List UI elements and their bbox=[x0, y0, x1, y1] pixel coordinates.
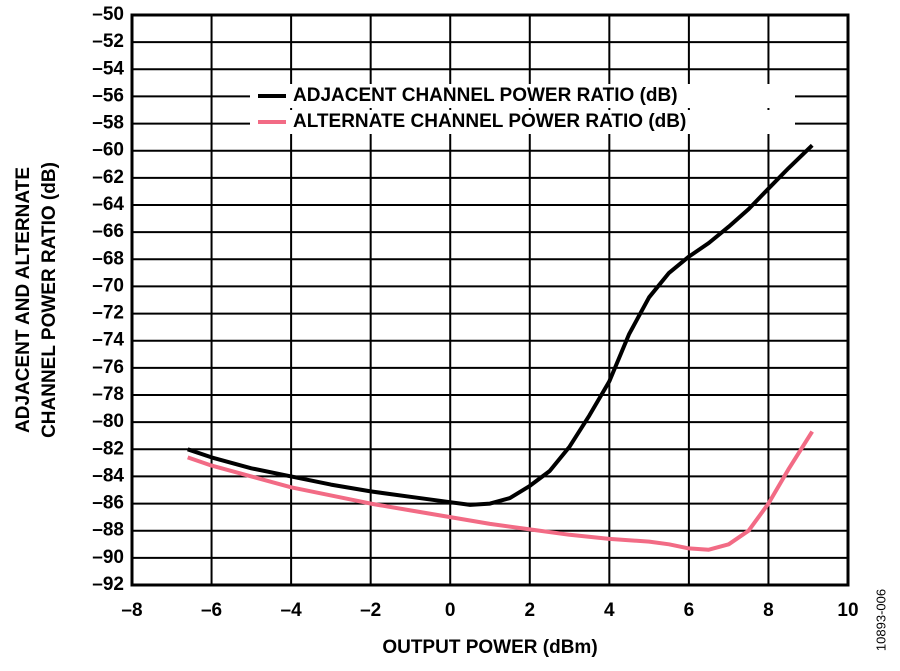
y-tick-label: –68 bbox=[92, 248, 124, 269]
data-line bbox=[187, 143, 814, 507]
legend-background bbox=[250, 110, 795, 134]
x-tick-label: –8 bbox=[121, 600, 142, 621]
y-tick-label: –84 bbox=[92, 465, 124, 486]
figure-note: 10893-006 bbox=[873, 589, 888, 651]
x-axis-label: OUTPUT POWER (dBm) bbox=[382, 637, 597, 658]
y-tick-label: –76 bbox=[92, 357, 124, 378]
y-tick-label: –58 bbox=[92, 113, 124, 134]
y-tick-label: –64 bbox=[92, 194, 124, 215]
y-tick-label: –56 bbox=[92, 85, 124, 106]
y-tick-label: –54 bbox=[92, 58, 124, 79]
y-tick-label: –86 bbox=[92, 493, 124, 514]
plot-frame bbox=[130, 13, 850, 587]
y-tick-label: –82 bbox=[92, 438, 124, 459]
y-axis-label: CHANNEL POWER RATIO (dB) bbox=[39, 162, 60, 438]
y-axis-label: ADJACENT AND ALTERNATE bbox=[13, 167, 34, 433]
y-tick-label: –78 bbox=[92, 384, 124, 405]
x-tick-label: –2 bbox=[360, 600, 381, 621]
x-tick-label: 0 bbox=[445, 600, 456, 621]
y-tick-label: –92 bbox=[92, 574, 124, 595]
y-tick-label: –62 bbox=[92, 167, 124, 188]
y-tick-label: –66 bbox=[92, 221, 124, 242]
legend-background bbox=[250, 84, 795, 108]
x-tick-label: 2 bbox=[524, 600, 535, 621]
x-tick-label: 4 bbox=[604, 600, 615, 621]
y-tick-label: –72 bbox=[92, 303, 124, 324]
y-tick-label: –52 bbox=[92, 31, 124, 52]
y-tick-label: –88 bbox=[92, 520, 124, 541]
x-tick-label: 10 bbox=[837, 600, 858, 621]
x-tick-label: –4 bbox=[281, 600, 303, 621]
y-tick-label: –80 bbox=[92, 411, 124, 432]
y-tick-label: –90 bbox=[92, 547, 124, 568]
x-tick-label: –6 bbox=[201, 600, 222, 621]
y-tick-label: –74 bbox=[92, 330, 124, 351]
legend-label: ADJACENT CHANNEL POWER RATIO (dB) bbox=[293, 85, 678, 106]
data-line bbox=[187, 430, 814, 552]
y-tick-label: –70 bbox=[92, 275, 124, 296]
y-tick-label: –50 bbox=[92, 4, 124, 25]
y-tick-label: –60 bbox=[92, 140, 124, 161]
x-tick-label: 6 bbox=[684, 600, 695, 621]
x-tick-label: 8 bbox=[763, 600, 774, 621]
legend-label: ALTERNATE CHANNEL POWER RATIO (dB) bbox=[293, 111, 686, 132]
